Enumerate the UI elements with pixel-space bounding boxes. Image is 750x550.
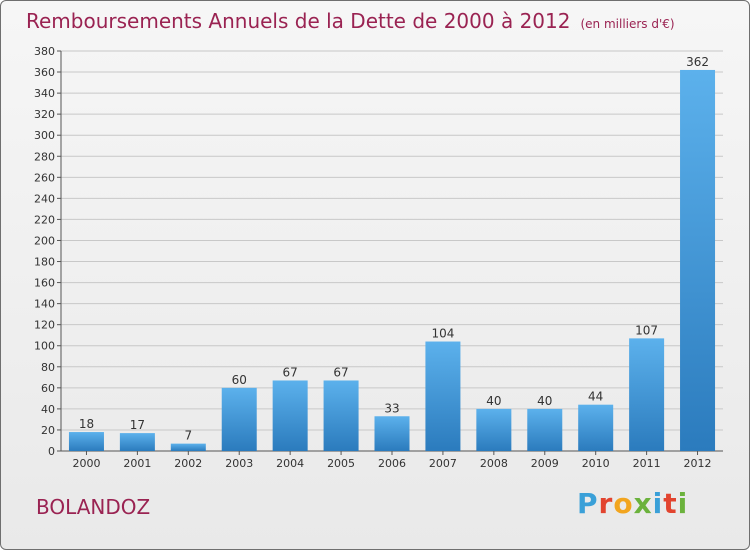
data-label: 67 (333, 365, 348, 379)
data-label: 17 (130, 418, 145, 432)
data-label: 67 (283, 365, 298, 379)
data-label: 362 (686, 55, 709, 69)
y-tick-label: 360 (34, 66, 55, 79)
y-tick-label: 40 (41, 403, 55, 416)
bar (578, 404, 614, 451)
x-tick-label: 2005 (327, 457, 355, 470)
y-tick-label: 0 (48, 445, 55, 458)
logo-letter: P (577, 487, 599, 520)
bar (119, 433, 155, 451)
data-label: 40 (486, 394, 501, 408)
bar (425, 341, 461, 451)
commune-name: BOLANDOZ (36, 495, 151, 519)
y-tick-label: 200 (34, 234, 55, 247)
x-tick-label: 2000 (72, 457, 100, 470)
grid-lines (61, 50, 723, 431)
y-tick-label: 300 (34, 129, 55, 142)
y-tick-label: 60 (41, 382, 55, 395)
y-tick-label: 240 (34, 192, 55, 205)
data-label: 104 (431, 327, 454, 341)
logo-letter: x (633, 487, 653, 520)
bar (680, 69, 716, 452)
y-tick-label: 180 (34, 256, 55, 269)
logo-letter: i (652, 487, 664, 520)
bar (374, 416, 410, 451)
logo-letter: r (598, 487, 614, 520)
x-tick-label: 2011 (633, 457, 661, 470)
y-tick-label: 160 (34, 277, 55, 290)
x-tick-label: 2010 (582, 457, 610, 470)
bar (272, 380, 308, 451)
bar (629, 338, 665, 451)
y-tick-label: 140 (34, 298, 55, 311)
proxiti-logo[interactable]: Proxiti (577, 487, 688, 520)
data-label: 33 (384, 401, 399, 415)
data-label: 107 (635, 323, 658, 337)
x-tick-label: 2006 (378, 457, 406, 470)
y-tick-label: 280 (34, 150, 55, 163)
chart-unit: (en milliers d'€) (580, 17, 675, 31)
data-label: 7 (184, 429, 192, 443)
y-tick-label: 220 (34, 213, 55, 226)
bar (323, 380, 359, 451)
x-tick-label: 2012 (684, 457, 712, 470)
data-label: 18 (79, 417, 94, 431)
logo-letter: o (613, 487, 634, 520)
bar (476, 408, 512, 451)
bars (68, 69, 716, 452)
bar (221, 387, 257, 451)
data-labels: 18 17 7 60 67 67 33 104 40 40 44 107 362 (79, 55, 709, 443)
x-tick-label: 2008 (480, 457, 508, 470)
y-tick-label: 380 (34, 45, 55, 58)
data-label: 60 (232, 373, 247, 387)
y-tick-label: 320 (34, 108, 55, 121)
bar (68, 432, 104, 451)
axes: 0 20 40 60 80 100 120 140 160 180 200 220 240 260 280 3… (34, 45, 723, 470)
y-tick-label: 100 (34, 340, 55, 353)
bar (170, 443, 206, 451)
chart-title-text: Remboursements Annuels de la Dette de 20… (26, 9, 571, 33)
data-label: 44 (588, 390, 603, 404)
x-tick-label: 2009 (531, 457, 559, 470)
x-tick-label: 2001 (123, 457, 151, 470)
chart-title: Remboursements Annuels de la Dette de 20… (26, 9, 675, 33)
y-tick-label: 340 (34, 87, 55, 100)
y-tick-label: 20 (41, 424, 55, 437)
logo-letter: i (677, 487, 689, 520)
x-tick-label: 2003 (225, 457, 253, 470)
logo-letter: t (663, 487, 678, 520)
x-tick-label: 2007 (429, 457, 457, 470)
x-tick-label: 2002 (174, 457, 202, 470)
y-tick-label: 80 (41, 361, 55, 374)
x-tick-label: 2004 (276, 457, 304, 470)
data-label: 40 (537, 394, 552, 408)
bar (527, 408, 563, 451)
y-tick-label: 120 (34, 319, 55, 332)
y-tick-label: 260 (34, 171, 55, 184)
